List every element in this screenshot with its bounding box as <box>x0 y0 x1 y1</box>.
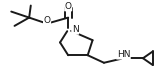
Text: O: O <box>65 2 72 11</box>
Text: O: O <box>43 16 51 25</box>
Text: N: N <box>72 25 79 34</box>
Text: HN: HN <box>117 50 130 59</box>
